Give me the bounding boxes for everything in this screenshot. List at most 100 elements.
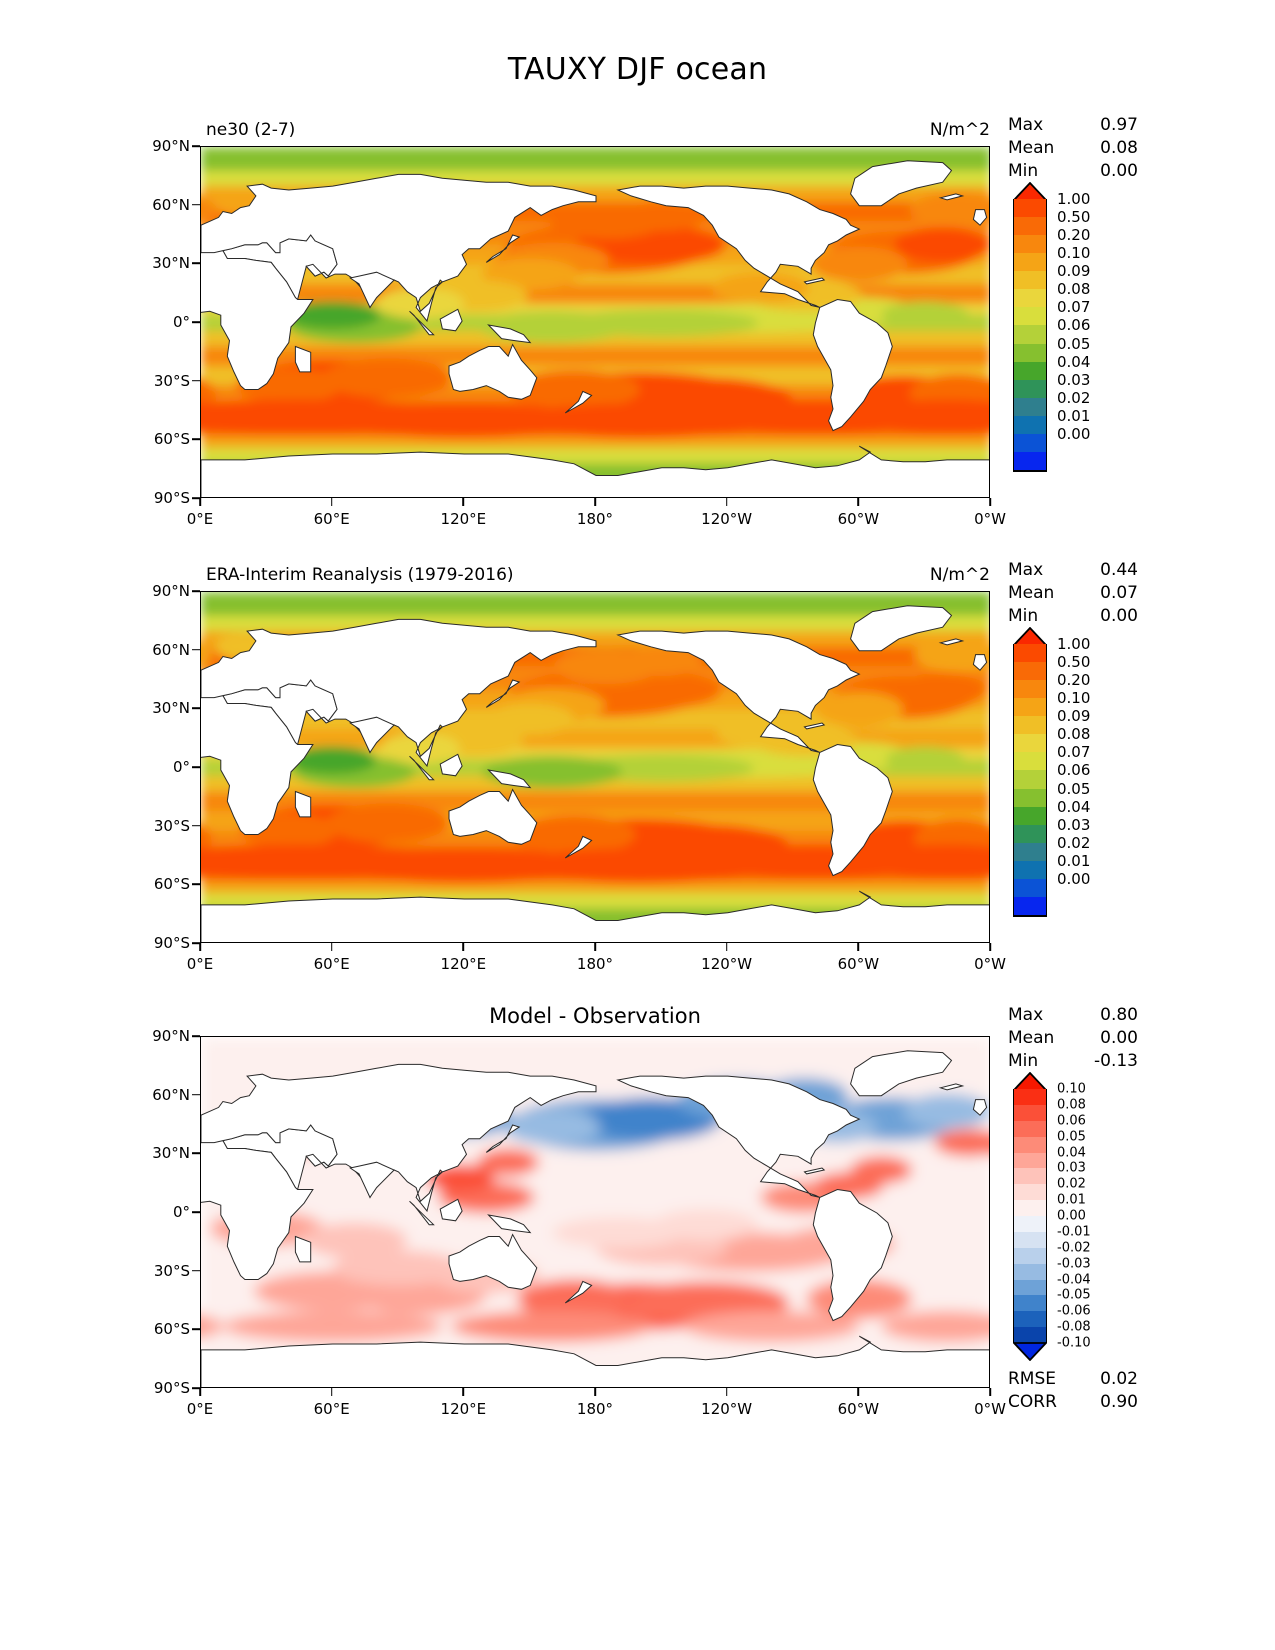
colorbar-segment [1014,1104,1046,1121]
x-axis-tick-mark [594,943,596,951]
y-axis-tick-mark [192,942,200,944]
colorbar-tick-label: 1.00 [1057,635,1091,653]
colorbar-tick-label: 0.00 [1057,869,1091,888]
y-axis-tick-label: 60°S [153,430,190,449]
y-axis-tick-mark [192,707,200,710]
x-axis-tick-mark [199,498,201,506]
stat-key: Min [1008,606,1039,626]
colorbar-segment [1014,1231,1046,1248]
colorbar-segment [1014,1184,1046,1201]
colorbar-segment [1014,217,1046,236]
x-axis-tick-label: 60°W [837,955,880,973]
colorbar-tick-label: 0.04 [1057,1145,1086,1160]
colorbar-segment [1014,896,1046,915]
stat-value: 0.00 [1100,606,1138,626]
colorbar-tick-label: 0.00 [1057,424,1091,443]
x-axis-tick-mark [989,498,991,506]
y-axis-tick-label: 30°N [152,254,190,273]
x-axis-tick-label: 0°E [186,955,214,973]
panel-difference-stats: Max 0.80 Mean 0.00 Min -0.13 [1008,1004,1138,1073]
x-axis-tick-mark [725,498,728,506]
x-axis-tick-label: 0°E [186,1400,214,1418]
colorbar-segment [1014,397,1046,416]
colorbar-extend-bottom-arrow [1013,1342,1047,1361]
colorbar-segment [1014,1247,1046,1264]
colorbar-segment [1014,415,1046,434]
y-axis-tick-label: 90°S [153,934,190,952]
x-axis-tick-label: 180° [576,510,614,528]
x-axis-tick-label: 0°W [974,510,1006,528]
colorbar-segment [1014,806,1046,825]
x-axis-tick-mark [462,1388,465,1396]
x-axis-tick-mark [725,1388,728,1396]
y-axis-tick-mark [192,648,200,651]
colorbar-tick-label: 0.02 [1057,1176,1086,1192]
panel-difference: Model - Observation Max 0.80 Mean 0.00 Min… [0,1000,1275,1430]
y-axis-tick-mark [192,1387,200,1389]
colorbar-segment [1014,1295,1046,1312]
y-axis-tick-mark [192,883,200,886]
y-axis-tick-label: 60°N [152,1085,190,1104]
colorbar-segment [1014,451,1046,470]
colorbar-tick-label: -0.05 [1057,1287,1091,1303]
x-axis-tick-mark [462,498,465,506]
y-axis-tick-label: 30°N [152,699,190,718]
panel-model-label: ne30 (2-7) [206,120,296,140]
y-axis-tick-label: 30°S [153,1261,190,1280]
x-axis-tick-mark [594,498,596,506]
map-plot-model [200,146,990,498]
panel-model-stats: Max 0.97 Mean 0.08 Min 0.00 [1008,114,1138,183]
stat-key: Min [1008,161,1039,181]
x-axis-tick-mark [857,1388,860,1396]
x-axis-tick-label: 0°W [974,955,1006,973]
x-axis-tick-label: 120°W [701,1400,753,1418]
x-axis-tick-mark [725,943,728,951]
colorbar-tick-label: 0.10 [1057,244,1091,263]
colorbar-tick-label: 0.02 [1057,388,1091,407]
x-axis-tick-mark [857,498,860,506]
colorbar-segment [1014,253,1046,272]
panel-observation-units: N/m^2 [929,565,990,585]
colorbar-tick-label: 0.04 [1057,797,1091,816]
colorbar-segment [1014,662,1046,681]
colorbar-segment [1014,644,1046,663]
panel-difference-footer-stats: RMSE 0.02 CORR 0.90 [1008,1368,1138,1414]
y-axis-tick-mark [192,766,200,768]
colorbar-tick-label: 0.09 [1057,707,1091,726]
colorbar-segment [1014,361,1046,380]
colorbar-tick-label: 0.07 [1057,298,1091,317]
colorbar-tick-label: 0.00 [1057,1208,1086,1224]
map-field-map-model [201,147,989,497]
stat-value: 0.08 [1100,138,1138,158]
x-axis-tick-mark [199,1388,201,1396]
colorbar-segment [1014,307,1046,326]
y-axis-tick-mark [192,1152,200,1155]
y-axis-tick-mark [192,1093,200,1096]
colorbar-tick-label: -0.03 [1057,1256,1091,1272]
colorbar-segment [1014,199,1046,218]
y-axis-tick-label: 30°S [153,371,190,390]
colorbar-segment [1014,1200,1046,1216]
panel-model: ne30 (2-7) N/m^2 Max 0.97 Mean 0.08 Min 0.0… [0,110,1275,540]
colorbar-segment [1014,1120,1046,1137]
colorbar-segment [1014,680,1046,699]
colorbar-segment [1014,788,1046,807]
colorbar-segment [1014,878,1046,897]
colorbar-segment [1014,698,1046,717]
colorbar-tick-label: 0.10 [1057,1081,1086,1097]
colorbar-extend-top-arrow [1013,1072,1047,1091]
colorbar-tick-label: 0.06 [1057,761,1091,780]
colorbar-segment [1014,716,1046,735]
stat-key: RMSE [1008,1369,1057,1389]
stat-value: 0.00 [1100,161,1138,181]
colorbar-tick-label: 0.07 [1057,743,1091,762]
y-axis-tick-label: 60°S [153,1320,190,1339]
stat-key: Max [1008,560,1044,580]
x-axis-tick-mark [857,943,860,951]
colorbar-tick-label: 0.03 [1057,1160,1086,1176]
colorbar-tick-label: 0.03 [1057,370,1091,389]
colorbar-tick-label: 0.01 [1057,406,1091,425]
stat-value: 0.80 [1100,1005,1138,1025]
colorbar-tick-label: 0.50 [1057,653,1091,672]
colorbar-segment [1014,325,1046,344]
